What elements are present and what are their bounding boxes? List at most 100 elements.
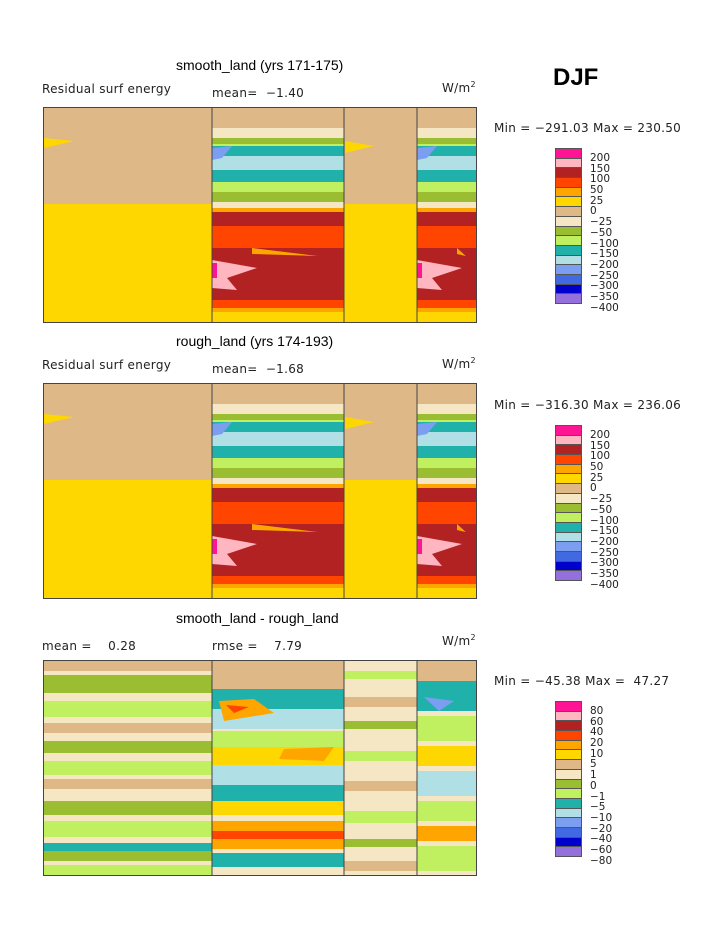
colorbar-tick-label: −200 xyxy=(590,535,619,548)
contour-region xyxy=(44,701,212,717)
contour-region xyxy=(212,414,344,422)
colorbar-tick-label: −10 xyxy=(590,811,613,824)
contour-region xyxy=(212,263,217,278)
contour-region xyxy=(212,146,232,160)
contour-region xyxy=(417,263,422,278)
contour-region xyxy=(44,741,212,753)
units-exp: 2 xyxy=(470,356,476,365)
colorbar-tick-label: −300 xyxy=(590,557,619,570)
contour-region xyxy=(212,821,344,831)
colorbar-tick-label: −80 xyxy=(590,854,613,867)
colorbar-tick-label: 5 xyxy=(590,758,597,771)
contour-region xyxy=(417,502,476,524)
contour-region xyxy=(212,576,344,584)
contour-region xyxy=(417,146,476,156)
contour-region xyxy=(219,699,274,721)
contour-region xyxy=(212,422,344,432)
colorbar-tick-label: 50 xyxy=(590,184,604,197)
colorbar-tick-label: 0 xyxy=(590,779,597,792)
contour-region xyxy=(417,771,476,796)
contour-region xyxy=(345,417,374,429)
colorbar-tick-label: 10 xyxy=(590,747,604,760)
contour-map xyxy=(44,108,476,322)
contour-region xyxy=(44,723,212,733)
units-exp: 2 xyxy=(470,80,476,89)
colorbar-tick-label: −1 xyxy=(590,790,606,803)
contour-region xyxy=(417,128,476,140)
panel1-field-label: Residual surf energy xyxy=(42,82,172,96)
contour-region xyxy=(417,192,476,204)
contour-region xyxy=(417,170,476,182)
contour-region xyxy=(44,761,212,775)
contour-region xyxy=(345,141,374,153)
contour-region xyxy=(212,226,344,248)
contour-region xyxy=(417,826,476,841)
contour-region xyxy=(212,422,232,436)
contour-region xyxy=(344,781,417,791)
colorbar-tick-label: 200 xyxy=(590,429,611,441)
contour-region xyxy=(417,746,476,766)
panel3-units: W/m2 xyxy=(442,633,476,648)
panel3-colorbar xyxy=(555,701,582,857)
contour-region xyxy=(212,192,344,204)
panel1-colorbar-ticks: 200 150 100 50 25 0 −25 −50 −100 −150 −200 −250 −300… xyxy=(590,153,619,313)
contour-region xyxy=(417,208,476,212)
contour-region xyxy=(417,446,476,458)
panel2-units: W/m2 xyxy=(442,356,476,371)
contour-region xyxy=(344,811,417,823)
contour-region xyxy=(212,853,344,867)
colorbar-swatch xyxy=(555,846,582,857)
contour-region xyxy=(279,747,334,761)
contour-region xyxy=(417,661,476,681)
contour-region xyxy=(417,484,476,488)
panel1-title: smooth_land (yrs 171-175) xyxy=(176,57,344,73)
contour-region xyxy=(212,584,344,588)
colorbar-tick-label: −400 xyxy=(590,578,619,591)
contour-region xyxy=(344,697,417,707)
contour-region xyxy=(212,404,344,416)
colorbar-swatch xyxy=(555,293,582,304)
panel3-title: smooth_land - rough_land xyxy=(176,610,339,626)
contour-region xyxy=(212,502,344,524)
colorbar-tick-label: −250 xyxy=(590,546,619,559)
colorbar-tick-label: 40 xyxy=(590,726,604,739)
panel3-map xyxy=(43,660,477,876)
contour-region xyxy=(417,138,476,146)
contour-region xyxy=(417,300,476,308)
contour-region xyxy=(344,671,417,679)
contour-region xyxy=(212,202,344,208)
contour-region xyxy=(457,524,466,532)
contour-region xyxy=(417,404,476,416)
colorbar-tick-label: −50 xyxy=(590,226,613,239)
contour-region xyxy=(417,422,437,436)
contour-region xyxy=(417,146,437,160)
panel3-mean: mean = 0.28 xyxy=(42,639,137,653)
panel3-rmse: rmse = 7.79 xyxy=(212,639,303,653)
contour-region xyxy=(212,170,344,182)
contour-region xyxy=(212,146,344,156)
contour-region xyxy=(212,661,344,689)
contour-region xyxy=(212,484,344,488)
season-label: DJF xyxy=(553,64,599,91)
colorbar-tick-label: 80 xyxy=(590,705,604,717)
units-text: W/m xyxy=(442,81,471,95)
colorbar-tick-label: 100 xyxy=(590,173,611,186)
colorbar-tick-label: 50 xyxy=(590,461,604,474)
contour-region xyxy=(212,432,344,446)
contour-region xyxy=(212,300,344,308)
contour-region xyxy=(212,765,344,785)
colorbar-tick-label: 150 xyxy=(590,439,611,452)
colorbar-tick-label: −60 xyxy=(590,843,613,856)
colorbar-tick-label: −250 xyxy=(590,269,619,282)
contour-region xyxy=(212,536,257,566)
contour-region xyxy=(44,821,212,837)
contour-region xyxy=(424,697,454,711)
contour-region xyxy=(212,468,344,480)
colorbar-tick-label: −100 xyxy=(590,514,619,527)
contour-region xyxy=(212,801,344,815)
contour-region xyxy=(212,446,344,458)
panel1-units: W/m2 xyxy=(442,80,476,95)
contour-region xyxy=(417,260,462,290)
colorbar-tick-label: −300 xyxy=(590,280,619,293)
